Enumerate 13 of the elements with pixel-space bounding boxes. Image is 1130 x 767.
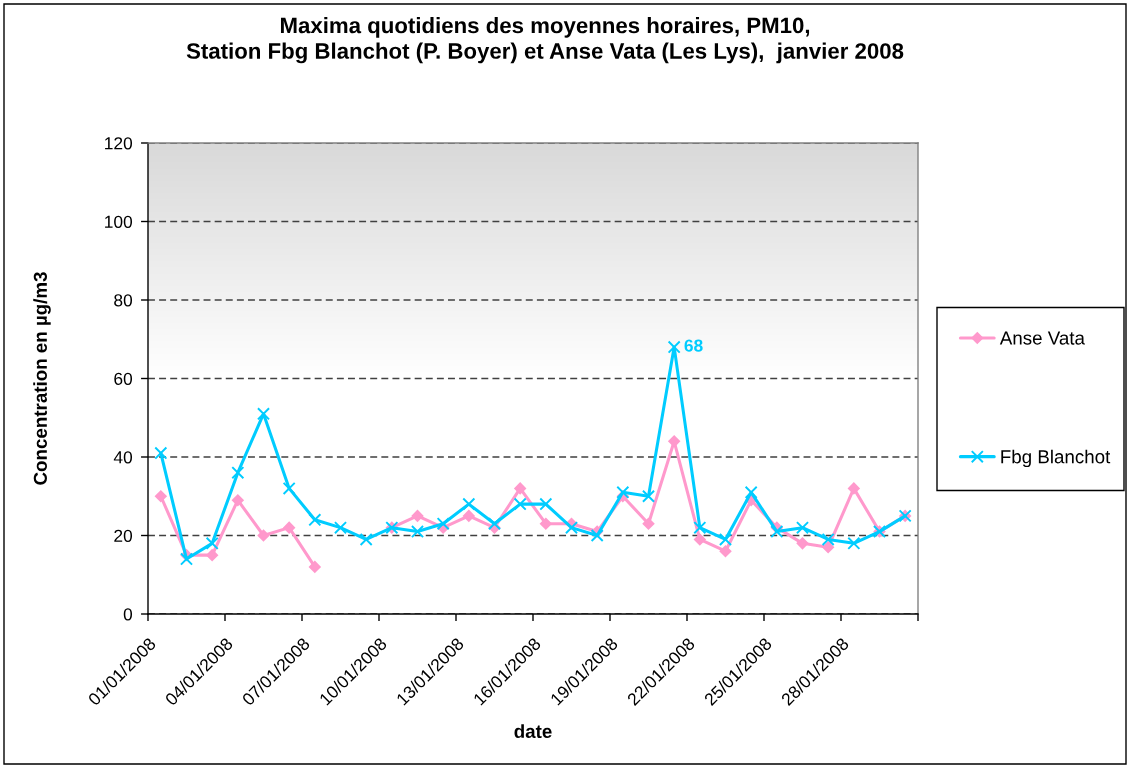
legend-label: Fbg Blanchot bbox=[1001, 449, 1111, 468]
y-tick-label: 0 bbox=[123, 608, 133, 621]
y-tick-label: 80 bbox=[114, 294, 133, 307]
y-tick-label: 120 bbox=[105, 137, 133, 150]
x-axis-title: date bbox=[514, 724, 552, 739]
y-tick-label: 60 bbox=[114, 372, 133, 385]
y-axis-title: Concentration en µg/m3 bbox=[33, 272, 51, 485]
y-tick-label: 20 bbox=[114, 529, 133, 542]
chart-title: Maxima quotidiens des moyennes horaires, PM10, Station Fbg Blanchot (P. Boyer) et Anse Vata (Les Lys), janvier 2008 bbox=[186, 17, 904, 64]
legend-label: Anse Vata bbox=[999, 331, 1085, 345]
data-label: 68 bbox=[684, 339, 703, 352]
y-tick-label: 40 bbox=[113, 451, 133, 464]
y-tick-label: 100 bbox=[105, 215, 133, 228]
